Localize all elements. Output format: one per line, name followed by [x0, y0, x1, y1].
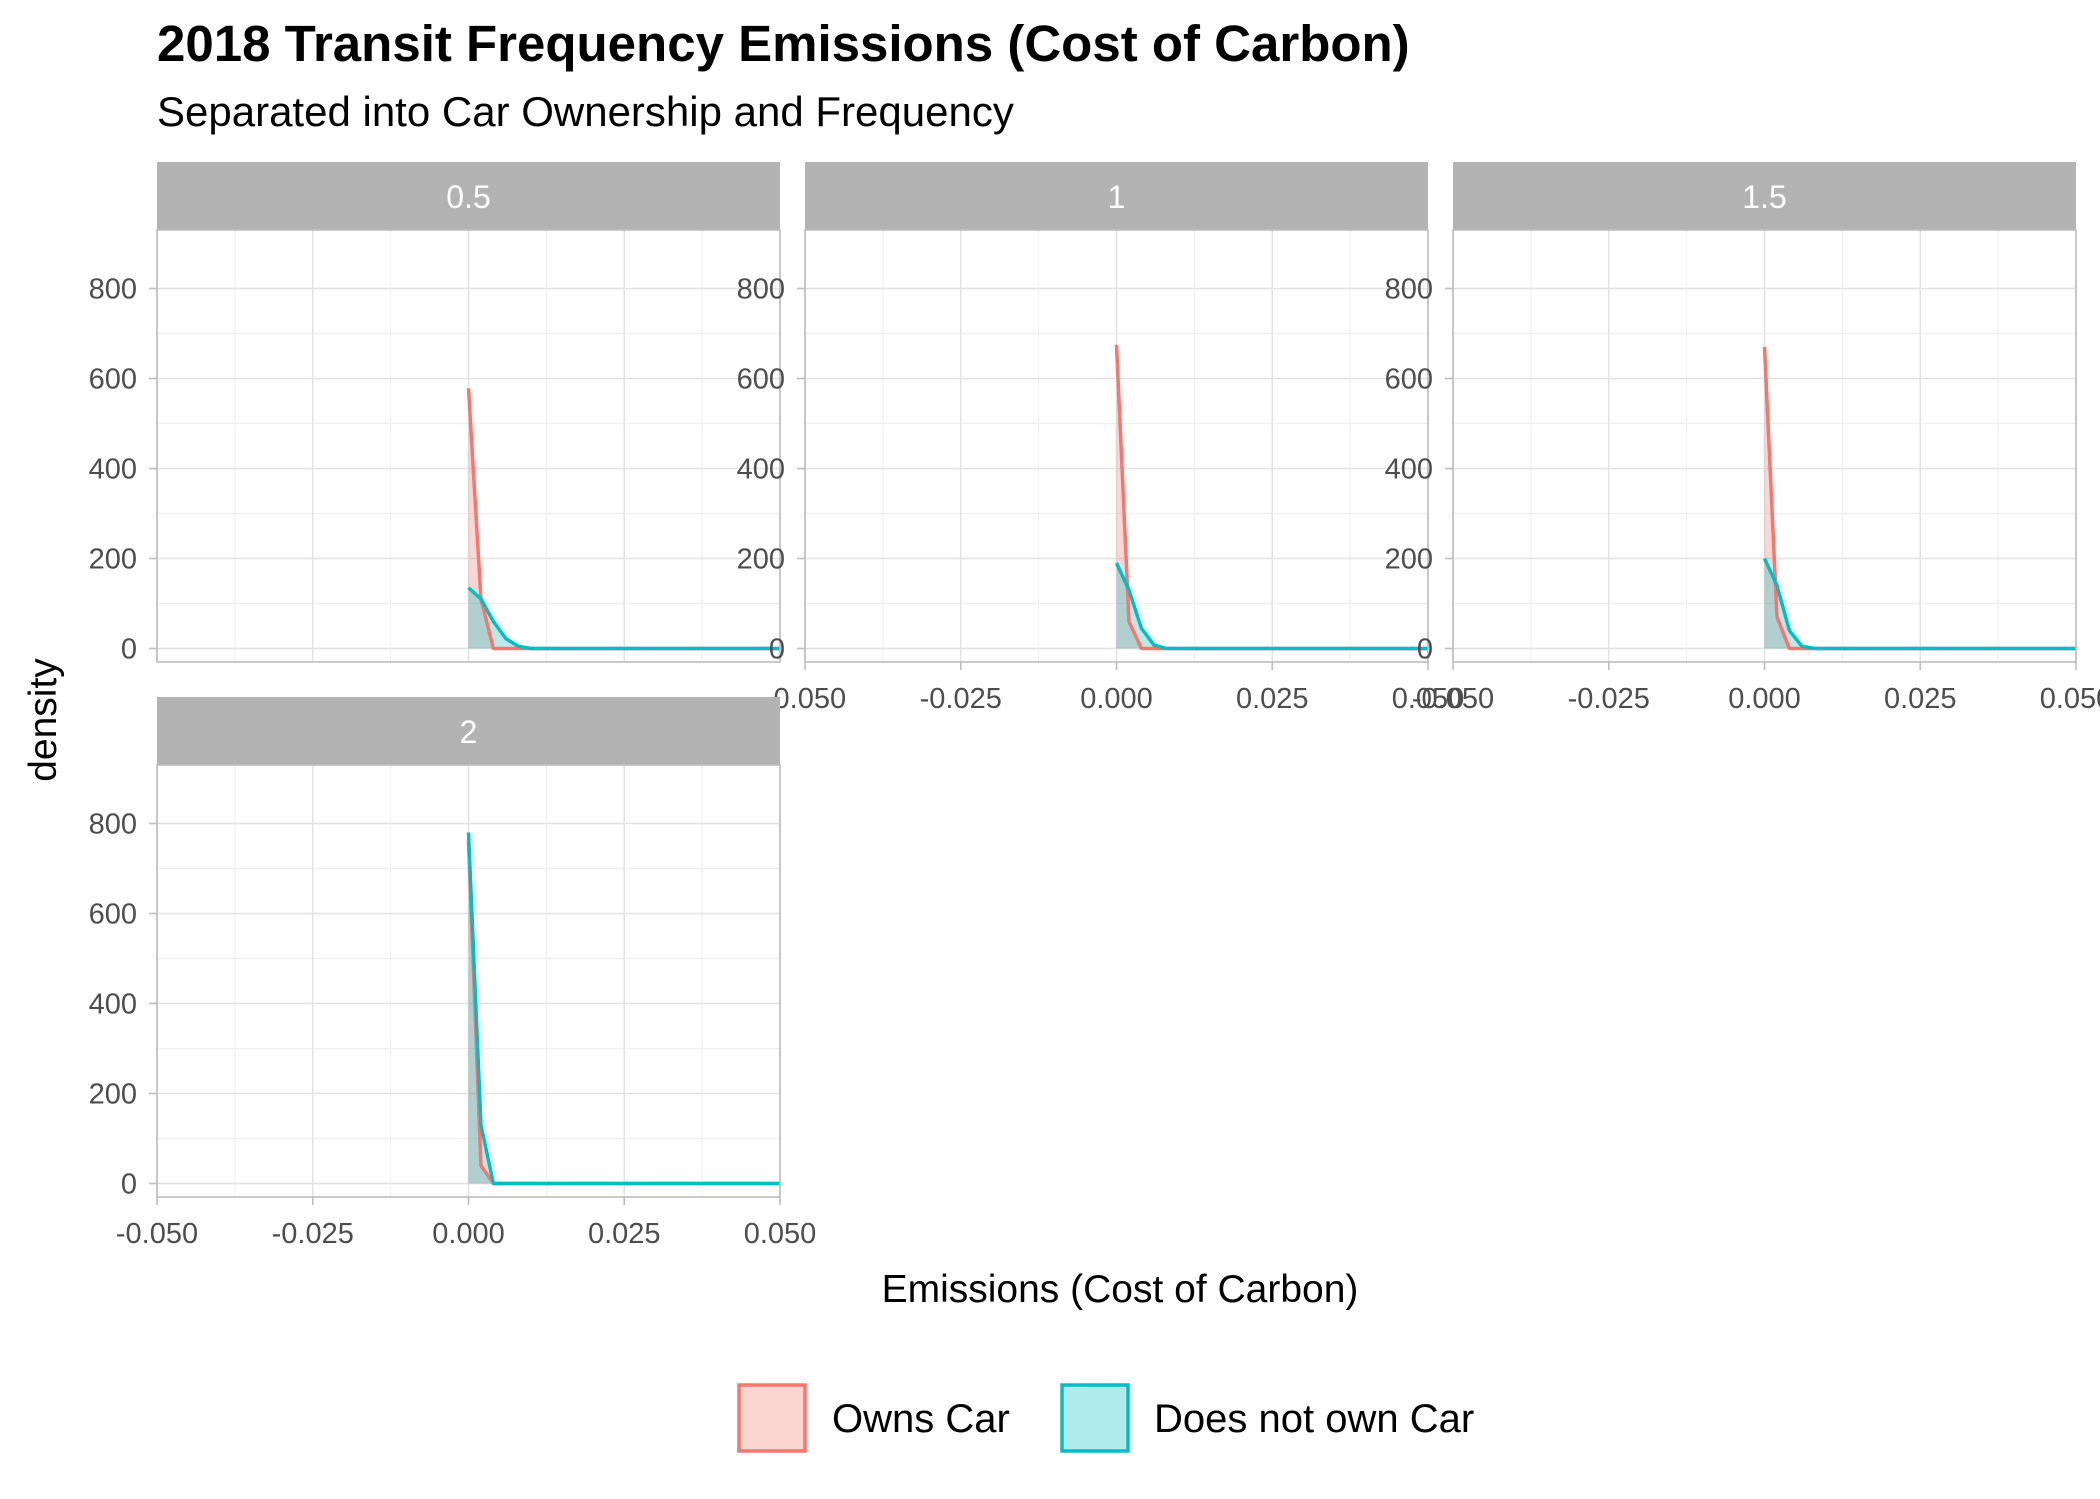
x-tick-label: -0.025: [272, 1218, 354, 1250]
x-tick-label: -0.050: [1412, 683, 1494, 715]
y-tick-label: 400: [737, 454, 785, 486]
facet-strip-label: 0.5: [446, 179, 490, 215]
legend-label: Does not own Car: [1154, 1397, 1474, 1441]
x-tick-label: -0.025: [1568, 683, 1650, 715]
x-tick-label: -0.050: [116, 1218, 198, 1250]
density-line: [466, 832, 780, 1186]
y-tick-label: 400: [1385, 454, 1433, 486]
y-tick-label: 0: [121, 634, 137, 666]
y-tick-label: 400: [89, 989, 137, 1021]
y-tick-label: 200: [89, 1079, 137, 1111]
chart-title: 2018 Transit Frequency Emissions (Cost o…: [157, 15, 1410, 72]
x-axis-label: Emissions (Cost of Carbon): [882, 1268, 1359, 1311]
y-tick-label: 600: [1385, 364, 1433, 396]
legend-key: [737, 1383, 807, 1453]
x-tick-label: 0.000: [1728, 683, 1801, 715]
y-tick-label: 200: [89, 544, 137, 576]
y-tick-label: 800: [89, 274, 137, 306]
facet-strip-label: 1: [1108, 179, 1126, 215]
y-tick-label: 800: [737, 274, 785, 306]
y-tick-label: 800: [89, 809, 137, 841]
y-axis-label: density: [22, 658, 65, 782]
x-tick-label: 0.050: [1392, 683, 1465, 715]
y-tick-label: 0: [1417, 634, 1433, 666]
x-tick-label: 0.050: [2040, 683, 2100, 715]
density-line: [1762, 557, 2076, 651]
y-tick-label: 400: [89, 454, 137, 486]
facet-strip: [157, 162, 780, 230]
x-tick-label: 0.025: [588, 1218, 661, 1250]
density-line: [1114, 562, 1428, 651]
y-tick-label: 0: [769, 634, 785, 666]
x-tick-label: -0.025: [920, 683, 1002, 715]
density-area: [1116, 563, 1428, 649]
x-tick-label: 0.000: [432, 1218, 505, 1250]
y-tick-label: 0: [121, 1169, 137, 1201]
facet-strip-label: 2: [460, 714, 478, 750]
facet-strip: [157, 697, 780, 765]
legend-key: [1060, 1383, 1130, 1453]
chart-subtitle: Separated into Car Ownership and Frequen…: [157, 88, 1014, 135]
panel-border: [156, 229, 781, 663]
y-tick-label: 600: [737, 364, 785, 396]
legend-label: Owns Car: [832, 1397, 1010, 1441]
x-tick-label: 0.050: [744, 1218, 817, 1250]
density-line: [467, 586, 780, 651]
density-area: [468, 587, 780, 649]
facet-strip: [1453, 162, 2076, 230]
y-tick-label: 600: [89, 364, 137, 396]
y-tick-label: 800: [1385, 274, 1433, 306]
facet-strip: [805, 162, 1428, 230]
y-tick-label: 200: [737, 544, 785, 576]
y-tick-label: 200: [1385, 544, 1433, 576]
facet-strip-label: 1.5: [1742, 179, 1786, 215]
y-tick-label: 600: [89, 899, 137, 931]
x-tick-label: 0.000: [1080, 683, 1153, 715]
x-tick-label: 0.025: [1236, 683, 1309, 715]
x-tick-label: 0.025: [1884, 683, 1957, 715]
